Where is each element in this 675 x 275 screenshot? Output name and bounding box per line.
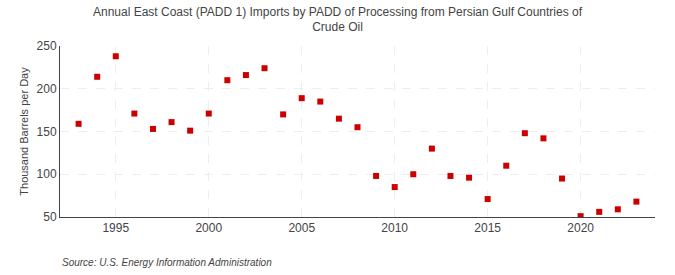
- svg-text:Thousand Barrels per Day: Thousand Barrels per Day: [18, 67, 30, 196]
- svg-text:150: 150: [37, 125, 57, 139]
- svg-text:Source: U.S. Energy Informatio: Source: U.S. Energy Information Administ…: [62, 257, 272, 268]
- svg-text:2020: 2020: [567, 221, 594, 235]
- svg-text:2010: 2010: [381, 221, 408, 235]
- svg-text:2000: 2000: [195, 221, 222, 235]
- svg-text:200: 200: [37, 82, 57, 96]
- svg-text:2015: 2015: [474, 221, 501, 235]
- svg-text:250: 250: [37, 39, 57, 53]
- svg-text:Annual East Coast (PADD 1) Imp: Annual East Coast (PADD 1) Imports by PA…: [93, 5, 583, 35]
- svg-text:100: 100: [37, 167, 57, 181]
- svg-text:2005: 2005: [288, 221, 315, 235]
- svg-text:50: 50: [43, 210, 57, 224]
- svg-text:1995: 1995: [102, 221, 129, 235]
